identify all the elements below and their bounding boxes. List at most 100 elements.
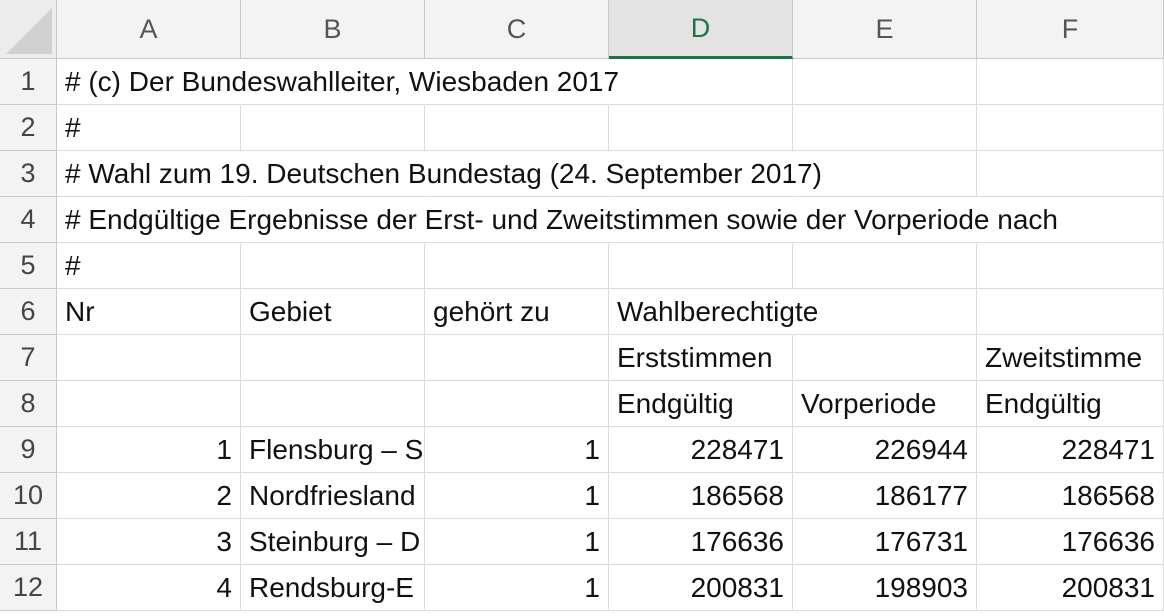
cell-e6[interactable] — [793, 289, 977, 335]
row-header-7[interactable]: 7 — [0, 335, 57, 381]
cell-c4[interactable] — [425, 197, 609, 243]
cell-text: gehört zu — [433, 295, 550, 327]
cell-d8[interactable]: Endgültig — [609, 381, 793, 427]
column-header-a[interactable]: A — [57, 0, 241, 59]
cell-f8[interactable]: Endgültig — [977, 381, 1164, 427]
cell-b5[interactable] — [241, 243, 425, 289]
cell-c8[interactable] — [425, 381, 609, 427]
column-header-e[interactable]: E — [793, 0, 977, 59]
cell-f12[interactable]: 200831 — [977, 565, 1164, 611]
cell-a4[interactable]: # Endgültige Ergebnisse der Erst- und Zw… — [57, 197, 1058, 243]
cell-e1[interactable] — [793, 59, 977, 105]
row-header-6[interactable]: 6 — [0, 289, 57, 335]
row-header-8[interactable]: 8 — [0, 381, 57, 427]
cell-e5[interactable] — [793, 243, 977, 289]
row-header-1[interactable]: 1 — [0, 59, 57, 105]
row-header-9[interactable]: 9 — [0, 427, 57, 473]
cell-d4[interactable] — [609, 197, 793, 243]
row-header-5[interactable]: 5 — [0, 243, 57, 289]
row-header-11[interactable]: 11 — [0, 519, 57, 565]
cell-d1[interactable] — [609, 59, 793, 105]
cell-e9[interactable]: 226944 — [793, 427, 977, 473]
cell-b10[interactable]: Nordfriesland — [241, 473, 425, 519]
cell-b9[interactable]: Flensburg – S — [241, 427, 425, 473]
cell-b8[interactable] — [241, 381, 425, 427]
cell-text: Rendsburg-E — [249, 571, 414, 603]
cell-e10[interactable]: 186177 — [793, 473, 977, 519]
cell-a10[interactable]: 2 — [57, 473, 241, 519]
cell-f9[interactable]: 228471 — [977, 427, 1164, 473]
cell-c10[interactable]: 1 — [425, 473, 609, 519]
cell-a1[interactable]: # (c) Der Bundeswahlleiter, Wiesbaden 20… — [57, 59, 619, 105]
cell-c7[interactable] — [425, 335, 609, 381]
cell-text: Vorperiode — [801, 387, 937, 419]
row-header-10[interactable]: 10 — [0, 473, 57, 519]
cell-f2[interactable] — [977, 105, 1164, 151]
cell-f7[interactable]: Zweitstimme — [977, 335, 1164, 381]
cell-b1[interactable] — [241, 59, 425, 105]
row-header-2[interactable]: 2 — [0, 105, 57, 151]
cell-d11[interactable]: 176636 — [609, 519, 793, 565]
column-header-c[interactable]: C — [425, 0, 609, 59]
column-header-d[interactable]: D — [609, 0, 793, 59]
cell-text: 198903 — [874, 571, 968, 603]
cell-text: 3 — [216, 525, 232, 557]
cell-c6[interactable]: gehört zu — [425, 289, 609, 335]
cell-e11[interactable]: 176731 — [793, 519, 977, 565]
cell-f11[interactable]: 176636 — [977, 519, 1164, 565]
column-header-b[interactable]: B — [241, 0, 425, 59]
cell-b3[interactable] — [241, 151, 425, 197]
cell-c12[interactable]: 1 — [425, 565, 609, 611]
row-header-4[interactable]: 4 — [0, 197, 57, 243]
cell-d2[interactable] — [609, 105, 793, 151]
column-header-f[interactable]: F — [977, 0, 1164, 59]
cell-e8[interactable]: Vorperiode — [793, 381, 977, 427]
cell-b7[interactable] — [241, 335, 425, 381]
cell-b6[interactable]: Gebiet — [241, 289, 425, 335]
cell-f3[interactable] — [977, 151, 1164, 197]
cell-e4[interactable] — [793, 197, 977, 243]
cell-d12[interactable]: 200831 — [609, 565, 793, 611]
table-row: # Wahl zum 19. Deutschen Bundestag (24. … — [57, 151, 1164, 197]
cell-a3[interactable]: # Wahl zum 19. Deutschen Bundestag (24. … — [57, 151, 822, 197]
cell-e7[interactable] — [793, 335, 977, 381]
cell-d5[interactable] — [609, 243, 793, 289]
cell-a11[interactable]: 3 — [57, 519, 241, 565]
row-header-12[interactable]: 12 — [0, 565, 57, 611]
cell-d7[interactable]: Erststimmen — [609, 335, 793, 381]
cell-a2[interactable]: # — [57, 105, 241, 151]
cell-a9[interactable]: 1 — [57, 427, 241, 473]
cell-text: 186177 — [874, 479, 968, 511]
cell-text: Gebiet — [249, 295, 332, 327]
cell-d3[interactable] — [609, 151, 793, 197]
cell-d9[interactable]: 228471 — [609, 427, 793, 473]
cell-c2[interactable] — [425, 105, 609, 151]
cell-c9[interactable]: 1 — [425, 427, 609, 473]
cell-f6[interactable] — [977, 289, 1164, 335]
cell-b4[interactable] — [241, 197, 425, 243]
cell-c1[interactable] — [425, 59, 609, 105]
cell-c3[interactable] — [425, 151, 609, 197]
cell-c11[interactable]: 1 — [425, 519, 609, 565]
cell-d10[interactable]: 186568 — [609, 473, 793, 519]
cell-e12[interactable]: 198903 — [793, 565, 977, 611]
cell-a5[interactable]: # — [57, 243, 241, 289]
cell-f1[interactable] — [977, 59, 1164, 105]
cell-b2[interactable] — [241, 105, 425, 151]
cell-d6[interactable]: Wahlberechtigte — [609, 289, 818, 335]
row-header-3[interactable]: 3 — [0, 151, 57, 197]
cell-a6[interactable]: Nr — [57, 289, 241, 335]
cell-a12[interactable]: 4 — [57, 565, 241, 611]
cell-e3[interactable] — [793, 151, 977, 197]
cell-b12[interactable]: Rendsburg-E — [241, 565, 425, 611]
cell-b11[interactable]: Steinburg – D — [241, 519, 425, 565]
select-all-button[interactable] — [0, 0, 57, 59]
cell-c5[interactable] — [425, 243, 609, 289]
cell-text: 176731 — [874, 525, 968, 557]
cell-f10[interactable]: 186568 — [977, 473, 1164, 519]
cell-a7[interactable] — [57, 335, 241, 381]
cell-a8[interactable] — [57, 381, 241, 427]
cell-e2[interactable] — [793, 105, 977, 151]
cell-f5[interactable] — [977, 243, 1164, 289]
